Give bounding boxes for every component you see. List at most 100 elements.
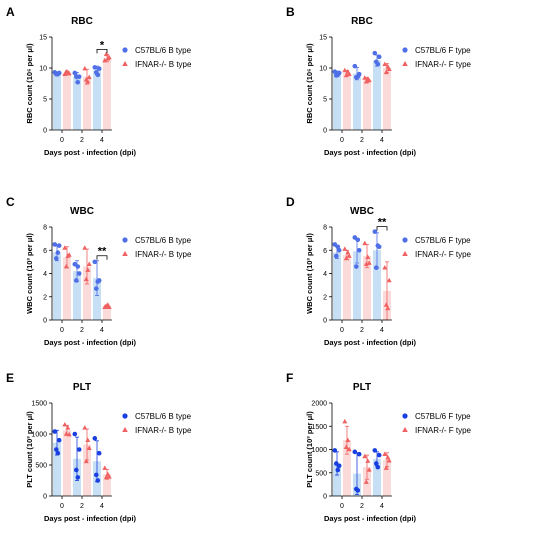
data-point bbox=[365, 254, 371, 260]
significance-bracket bbox=[96, 255, 108, 260]
legend-entry: C57BL/6 F type bbox=[415, 46, 471, 55]
data-point bbox=[85, 78, 91, 84]
bar-circle-2 bbox=[353, 251, 361, 320]
data-point bbox=[335, 244, 341, 250]
bar-triangle-0 bbox=[63, 430, 71, 496]
bar-circle-2 bbox=[73, 77, 81, 130]
data-point bbox=[383, 69, 389, 75]
chart-title: PLT bbox=[73, 382, 91, 393]
bar-triangle-0 bbox=[63, 72, 71, 130]
bar-circle-4 bbox=[93, 278, 101, 320]
panel-letter: D bbox=[286, 195, 295, 209]
bar-triangle-0 bbox=[343, 72, 351, 130]
y-tick-label: 8 bbox=[323, 225, 327, 232]
y-tick-label: 0 bbox=[323, 128, 327, 135]
data-point bbox=[62, 245, 68, 250]
data-point bbox=[55, 450, 61, 456]
data-point bbox=[382, 61, 388, 67]
data-point bbox=[346, 71, 352, 76]
data-point bbox=[355, 237, 361, 243]
data-point bbox=[72, 431, 78, 437]
data-point bbox=[62, 422, 68, 427]
bar-circle-2 bbox=[73, 271, 81, 320]
data-point bbox=[83, 458, 89, 464]
data-point bbox=[92, 65, 98, 70]
bar-circle-4 bbox=[93, 70, 101, 130]
data-point bbox=[54, 447, 59, 452]
chart-title: WBC bbox=[350, 206, 374, 217]
data-point bbox=[376, 54, 382, 60]
bar-triangle-2 bbox=[83, 76, 91, 130]
y-axis-label: RBC count (10⁶ per μl) bbox=[305, 43, 314, 124]
y-tick-label: 1500 bbox=[311, 424, 327, 431]
bar-circle-4 bbox=[373, 250, 381, 320]
y-tick-label: 10 bbox=[39, 66, 47, 73]
x-tick-label: 2 bbox=[80, 137, 84, 144]
bar-triangle-2 bbox=[83, 444, 91, 496]
data-point bbox=[66, 252, 72, 257]
data-point bbox=[102, 465, 108, 470]
data-point bbox=[103, 51, 109, 57]
chart-title: WBC bbox=[70, 206, 94, 217]
data-point bbox=[56, 243, 62, 248]
bar-triangle-4 bbox=[103, 474, 111, 496]
significance-label: * bbox=[100, 39, 105, 51]
x-axis-label: Days post - infection (dpi) bbox=[44, 514, 137, 523]
data-point bbox=[86, 445, 92, 451]
data-point bbox=[65, 425, 71, 430]
data-point bbox=[94, 472, 99, 478]
data-point bbox=[374, 461, 379, 466]
data-point bbox=[362, 453, 368, 459]
data-point bbox=[95, 478, 101, 483]
legend-marker-triangle bbox=[122, 61, 128, 66]
y-tick-label: 15 bbox=[39, 35, 47, 42]
data-point bbox=[352, 449, 358, 455]
data-point bbox=[96, 278, 102, 283]
data-point bbox=[354, 264, 359, 269]
legend-marker-circle bbox=[122, 237, 128, 243]
panel-letter: F bbox=[286, 371, 293, 385]
data-point bbox=[336, 463, 342, 469]
data-point bbox=[356, 451, 362, 457]
x-tick-label: 4 bbox=[100, 327, 104, 334]
data-point bbox=[76, 74, 82, 79]
x-tick-label: 2 bbox=[360, 503, 364, 510]
legend-entry: IFNAR-/- B type bbox=[135, 250, 192, 259]
bar-triangle-2 bbox=[363, 79, 371, 130]
y-tick-label: 5 bbox=[43, 97, 47, 104]
chart-title: PLT bbox=[353, 382, 371, 393]
significance-label: ** bbox=[378, 217, 387, 229]
data-point bbox=[342, 67, 348, 73]
data-point bbox=[372, 229, 378, 234]
data-point bbox=[342, 418, 348, 424]
y-tick-label: 1000 bbox=[31, 432, 47, 439]
y-tick-label: 15 bbox=[319, 35, 327, 42]
data-point bbox=[382, 451, 388, 456]
data-point bbox=[345, 437, 351, 442]
significance-bracket bbox=[376, 226, 388, 231]
data-point bbox=[376, 452, 382, 458]
panel-e: E PLT 0 500 1000 1500 0 2 4 Days post - infection… bbox=[6, 371, 192, 523]
significance-bracket bbox=[96, 48, 108, 54]
y-tick-label: 500 bbox=[315, 470, 327, 477]
data-point bbox=[386, 277, 392, 283]
y-tick-label: 0 bbox=[323, 494, 327, 501]
data-point bbox=[95, 72, 101, 78]
y-tick-label: 4 bbox=[323, 271, 327, 278]
panel-b: B RBC 0 5 10 15 0 2 4 Days post - infection (dpi)… bbox=[286, 5, 472, 157]
legend-entry: C57BL/6 B type bbox=[135, 236, 192, 245]
data-point bbox=[372, 50, 378, 56]
data-point bbox=[66, 431, 72, 437]
data-point bbox=[72, 70, 78, 76]
x-tick-label: 4 bbox=[100, 503, 104, 510]
x-tick-label: 0 bbox=[60, 137, 64, 144]
panel-a: A RBC 0 5 10 15 0 2 4 Days post - infection (dpi)… bbox=[6, 5, 192, 157]
chart-title: RBC bbox=[351, 16, 373, 27]
bar-triangle-4 bbox=[103, 306, 111, 320]
data-point bbox=[343, 255, 349, 261]
legend-entry: C57BL/6 F type bbox=[415, 236, 471, 245]
data-point bbox=[106, 54, 112, 60]
x-axis-label: Days post - infection (dpi) bbox=[44, 338, 137, 347]
legend-entry: C57BL/6 B type bbox=[135, 412, 192, 421]
data-point bbox=[345, 249, 351, 255]
